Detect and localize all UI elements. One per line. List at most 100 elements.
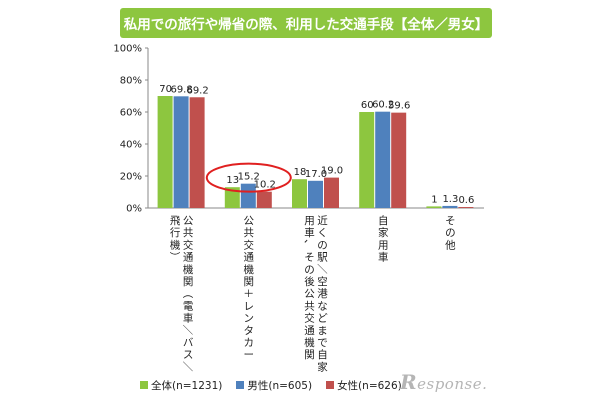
bar-chart: 0%20%40%60%80%100%7069.869.2公共交通機関（電車／バス…: [113, 44, 484, 372]
legend-swatch: [140, 381, 148, 389]
svg-text:機: 機: [244, 263, 255, 276]
svg-text:交: 交: [244, 238, 255, 251]
svg-text:ま: ま: [317, 325, 328, 337]
svg-text:、: 、: [303, 239, 315, 250]
svg-text:家: 家: [317, 360, 328, 372]
legend-label: 全体(n=1231): [151, 379, 223, 392]
svg-text:そ: そ: [445, 215, 456, 227]
svg-text:他: 他: [445, 238, 456, 251]
svg-text:自: 自: [317, 348, 328, 361]
bar: [458, 207, 474, 208]
svg-text:行: 行: [170, 226, 181, 239]
bar: [426, 206, 442, 208]
data-label: 60.2: [372, 100, 394, 111]
chart-legend: 全体(n=1231) 男性(n=605) 女性(n=626): [140, 376, 402, 394]
svg-text:電: 電: [183, 300, 194, 312]
svg-text:タ: タ: [244, 325, 255, 337]
svg-text:共: 共: [183, 227, 194, 239]
legend-label: 女性(n=626): [337, 379, 402, 392]
data-label: 60: [361, 100, 374, 111]
svg-text:機: 機: [304, 336, 315, 349]
svg-text:交: 交: [183, 238, 194, 251]
svg-text:ス: ス: [183, 349, 194, 361]
category-label: その他: [445, 215, 456, 251]
svg-text:そ: そ: [304, 252, 315, 264]
bar: [157, 96, 173, 208]
svg-text:く: く: [317, 227, 328, 239]
bar: [240, 183, 256, 208]
svg-text:共: 共: [244, 227, 255, 239]
svg-text:ー: ー: [244, 349, 255, 361]
data-label: 0.6: [458, 195, 474, 206]
data-label: 17.0: [305, 169, 327, 180]
svg-text:通: 通: [183, 252, 194, 264]
y-tick-label: 20%: [120, 172, 142, 183]
svg-text:／: ／: [316, 264, 328, 275]
data-label: 69.8: [170, 84, 192, 95]
bar: [224, 187, 240, 208]
data-label: 69.2: [186, 85, 208, 96]
data-label: 10.2: [254, 180, 276, 191]
svg-text:通: 通: [304, 325, 315, 337]
svg-text:）: ）: [168, 251, 180, 262]
legend-item: 全体(n=1231): [140, 378, 222, 393]
bar: [256, 191, 272, 208]
svg-text:通: 通: [244, 252, 255, 264]
svg-text:交: 交: [304, 312, 315, 325]
svg-text:レ: レ: [244, 300, 255, 312]
svg-text:駅: 駅: [317, 252, 328, 264]
bar: [173, 96, 189, 208]
svg-text:公: 公: [183, 215, 194, 227]
bar: [359, 112, 375, 208]
svg-text:の: の: [445, 227, 456, 239]
bar: [324, 177, 339, 208]
svg-text:自: 自: [378, 214, 389, 227]
svg-text:後: 後: [304, 275, 315, 288]
data-label: 1.3: [442, 194, 458, 205]
svg-text:な: な: [317, 300, 328, 312]
svg-text:近: 近: [317, 214, 328, 227]
svg-text:の: の: [317, 239, 328, 251]
chart-title: 私用での旅行や帰省の際、利用した交通手段【全体／男女】: [123, 17, 489, 33]
y-tick-label: 80%: [120, 76, 142, 87]
legend-swatch: [326, 381, 335, 389]
svg-text:／: ／: [181, 325, 193, 336]
data-label: 13: [226, 175, 239, 186]
svg-text:で: で: [317, 337, 328, 349]
svg-text:港: 港: [317, 288, 328, 300]
y-tick-label: 0%: [126, 204, 142, 215]
svg-text:共: 共: [304, 300, 315, 312]
svg-text:バ: バ: [183, 337, 194, 349]
data-label: 70: [159, 84, 172, 95]
highlight-ellipse: [205, 162, 292, 193]
response-logo-watermark: Response.: [400, 370, 488, 394]
svg-text:機: 機: [170, 238, 181, 251]
bar: [442, 205, 458, 208]
svg-text:車: 車: [378, 251, 389, 264]
svg-text:公: 公: [244, 215, 255, 227]
data-label: 59.6: [388, 101, 410, 112]
svg-text:関: 関: [244, 276, 255, 288]
bar: [391, 112, 407, 208]
svg-text:車: 車: [183, 312, 194, 325]
data-label: 18: [294, 167, 307, 178]
y-tick-label: 40%: [120, 140, 142, 151]
legend-label: 男性(n=605): [247, 379, 313, 392]
svg-text:の: の: [304, 264, 315, 276]
svg-text:用: 用: [304, 215, 315, 227]
svg-text:機: 機: [183, 263, 194, 276]
bar: [292, 179, 307, 208]
svg-text:関: 関: [304, 349, 315, 361]
svg-text:公: 公: [304, 288, 315, 300]
data-label: 15.2: [238, 172, 260, 183]
chart-title-banner: 私用での旅行や帰省の際、利用した交通手段【全体／男女】: [120, 8, 492, 38]
legend-swatch: [236, 381, 245, 389]
svg-text:関: 関: [183, 276, 194, 288]
legend-item: 女性(n=626): [326, 378, 402, 393]
svg-text:車: 車: [304, 226, 315, 239]
y-tick-label: 60%: [120, 108, 142, 119]
